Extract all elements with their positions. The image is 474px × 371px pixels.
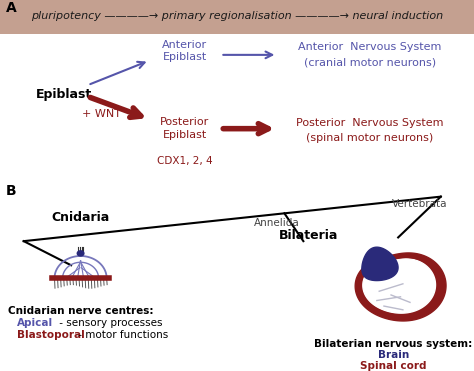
Text: CDX1, 2, 4: CDX1, 2, 4 xyxy=(157,156,213,166)
Text: Bilaterian nervous system:: Bilaterian nervous system: xyxy=(314,339,473,349)
Text: pluripotency ————→ primary regionalisation ————→ neural induction: pluripotency ————→ primary regionalisati… xyxy=(31,11,443,21)
Bar xyxy=(0,0,474,34)
Text: Spinal cord: Spinal cord xyxy=(360,361,427,371)
Polygon shape xyxy=(355,253,446,321)
Text: Apical: Apical xyxy=(17,318,53,328)
Text: Anterior  Nervous System: Anterior Nervous System xyxy=(298,42,441,52)
Text: Epiblast: Epiblast xyxy=(36,88,92,101)
Text: Cnidarian nerve centres:: Cnidarian nerve centres: xyxy=(8,306,153,316)
Text: Blastoporal: Blastoporal xyxy=(17,330,84,339)
Text: Brain: Brain xyxy=(378,351,409,360)
Text: Posterior
Epiblast: Posterior Epiblast xyxy=(160,118,210,140)
Circle shape xyxy=(77,251,84,256)
Text: (spinal motor neurons): (spinal motor neurons) xyxy=(306,133,433,143)
Text: + WNT: + WNT xyxy=(82,109,121,118)
Text: Cnidaria: Cnidaria xyxy=(52,210,109,224)
Text: - sensory processes: - sensory processes xyxy=(56,318,163,328)
Text: Annelida: Annelida xyxy=(255,218,300,227)
Text: Anterior
Epiblast: Anterior Epiblast xyxy=(162,40,208,62)
Text: (cranial motor neurons): (cranial motor neurons) xyxy=(304,58,436,68)
Text: Posterior  Nervous System: Posterior Nervous System xyxy=(296,118,444,128)
Polygon shape xyxy=(363,259,436,313)
Text: Bilateria: Bilateria xyxy=(278,229,338,242)
Text: Vertebrata: Vertebrata xyxy=(392,199,447,209)
Polygon shape xyxy=(362,247,398,280)
Text: B: B xyxy=(6,184,16,198)
Text: - motor functions: - motor functions xyxy=(75,330,168,339)
Text: A: A xyxy=(6,1,17,15)
